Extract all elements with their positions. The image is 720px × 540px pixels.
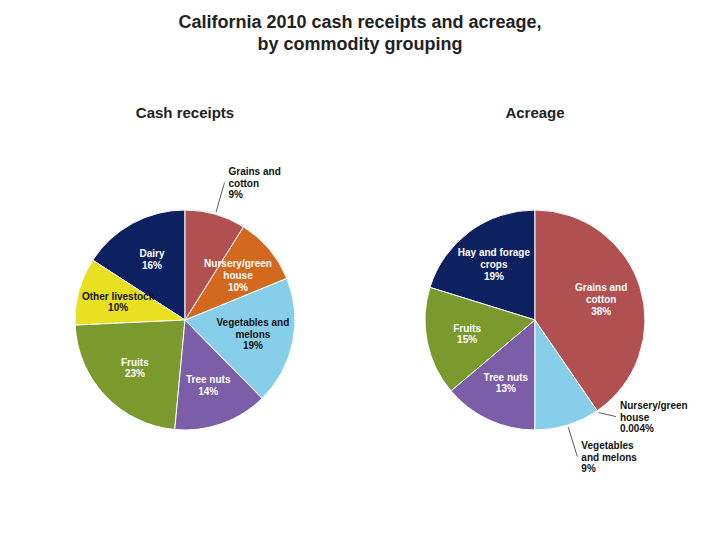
data-label: 19% xyxy=(243,340,263,351)
category-label-line: cotton xyxy=(229,177,260,188)
title: California 2010 cash receipts and acreag… xyxy=(178,12,541,54)
category-label-line: Other livestock xyxy=(82,290,155,301)
category-label: Other livestock xyxy=(82,290,155,301)
labels: Dairy16%Other livestock10%Fruits23%Tree … xyxy=(82,165,289,397)
category-label: Tree nuts xyxy=(186,374,231,385)
category-label-line: melons xyxy=(235,328,270,339)
category-label: Grains andcotton xyxy=(575,282,627,305)
category-label: Nursery/greenhouse xyxy=(204,258,272,281)
data-label: 9% xyxy=(581,463,596,474)
subtitle: Cash receipts xyxy=(136,104,234,121)
data-label: 23% xyxy=(125,368,145,379)
category-label-line: Nursery/green xyxy=(620,399,688,410)
pie-slice xyxy=(451,320,535,430)
title-line: California 2010 cash receipts and acreag… xyxy=(178,12,541,32)
pie-slice xyxy=(535,210,645,411)
category-label-line: crops xyxy=(480,259,508,270)
title-line: by commodity grouping xyxy=(258,34,463,54)
category-label: Tree nuts xyxy=(484,371,529,382)
data-label: 13% xyxy=(496,383,516,394)
data-label: 10% xyxy=(108,302,128,313)
category-label: Vegetablesand melons xyxy=(581,439,637,462)
category-label-line: Nursery/green xyxy=(204,258,272,269)
category-label-line: house xyxy=(620,411,650,422)
leader-line xyxy=(216,183,225,213)
data-label: 9% xyxy=(229,189,244,200)
category-label-line: Grains and xyxy=(229,165,281,176)
category-label-line: Tree nuts xyxy=(484,371,529,382)
category-label: Hay and foragecrops xyxy=(458,247,531,270)
subtitle: Acreage xyxy=(505,104,564,121)
pie-slice xyxy=(75,320,185,430)
category-label: Dairy xyxy=(139,248,164,259)
data-label: 15% xyxy=(457,334,477,345)
category-label-line: Fruits xyxy=(121,356,149,367)
category-label-line: cotton xyxy=(586,294,617,305)
category-label-line: Fruits xyxy=(453,322,481,333)
pie: Hay and foragecrops19% Fruits15% Tree nuts… xyxy=(425,210,688,474)
slices xyxy=(75,210,295,430)
data-label: 14% xyxy=(198,386,218,397)
leader-line xyxy=(568,427,577,456)
labels: Hay and foragecrops19% Fruits15% Tree nuts… xyxy=(453,247,688,474)
pie-slice xyxy=(75,260,185,325)
data-label: 16% xyxy=(142,260,162,271)
slices xyxy=(425,210,645,430)
pie: Dairy16%Other livestock10%Fruits23%Tree … xyxy=(75,165,295,430)
category-label-line: Vegetables xyxy=(581,439,634,450)
category-label: Fruits xyxy=(453,322,481,333)
leader-line xyxy=(598,413,615,417)
data-label: 10% xyxy=(228,282,248,293)
category-label-line: house xyxy=(223,270,253,281)
chart-svg: California 2010 cash receipts and acreag… xyxy=(0,0,720,540)
category-label-line: and melons xyxy=(581,451,637,462)
category-label-line: Grains and xyxy=(575,282,627,293)
category-label: Grains andcotton xyxy=(229,165,281,188)
category-label: Nursery/greenhouse xyxy=(620,399,688,422)
category-label-line: Dairy xyxy=(139,248,164,259)
category-label: Fruits xyxy=(121,356,149,367)
category-label-line: Vegetables and xyxy=(216,316,289,327)
data-label: 19% xyxy=(484,271,504,282)
data-label: 38% xyxy=(591,306,611,317)
data-label: 0.004% xyxy=(620,423,654,434)
category-label-line: Tree nuts xyxy=(186,374,231,385)
category-label: Vegetables andmelons xyxy=(216,316,289,339)
category-label-line: Hay and forage xyxy=(458,247,531,258)
